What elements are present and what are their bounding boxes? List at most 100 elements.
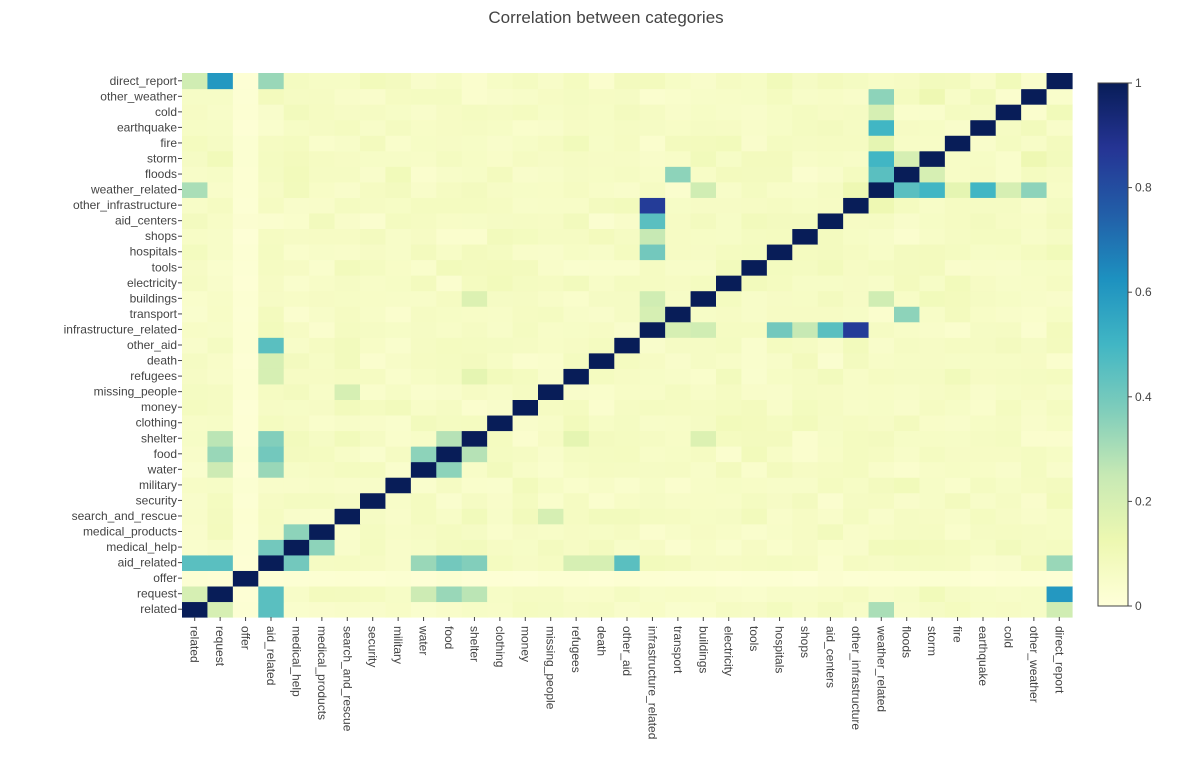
heatmap-cell-shelter-weather_related <box>868 430 895 447</box>
heatmap-cell-offer-hospitals <box>766 570 793 587</box>
heatmap-cell-fire-related <box>182 135 209 152</box>
heatmap-cell-missing_people-offer <box>232 383 259 400</box>
heatmap-cell-buildings-tools <box>741 290 768 307</box>
heatmap-cell-infrastructure_related-hospitals <box>766 321 793 338</box>
heatmap-cell-shops-other_aid <box>614 228 641 245</box>
heatmap-cell-shops-offer <box>232 228 259 245</box>
heatmap-cell-direct_report-food <box>436 73 463 90</box>
heatmap-cell-food-refugees <box>563 446 590 463</box>
heatmap-cell-death-fire <box>944 352 971 369</box>
heatmap-cell-direct_report-military <box>385 73 412 90</box>
heatmap-cell-other_infrastructure-security <box>360 197 387 214</box>
heatmap-cell-earthquake-cold <box>995 119 1022 136</box>
heatmap-cell-refugees-hospitals <box>766 368 793 385</box>
heatmap-cell-related-death <box>588 601 615 618</box>
heatmap-cell-other_infrastructure-fire <box>944 197 971 214</box>
heatmap-cell-money-food <box>436 399 463 416</box>
heatmap-cell-request-search_and_rescue <box>334 585 361 603</box>
heatmap-cell-cold-offer <box>232 104 259 121</box>
heatmap-cell-aid_related-military <box>385 554 412 571</box>
heatmap-cell-search_and_rescue-shops <box>792 508 819 525</box>
heatmap-cell-other_weather-cold <box>995 88 1022 105</box>
heatmap-cell-weather_related-storm <box>919 181 946 198</box>
heatmap-cell-hospitals-storm <box>919 243 946 261</box>
heatmap-cell-transport-fire <box>944 306 971 323</box>
heatmap-cell-storm-request <box>207 150 234 167</box>
heatmap-cell-money-other_infrastructure <box>843 399 870 416</box>
heatmap-cell-other_infrastructure-request <box>207 197 234 214</box>
heatmap-cell-search_and_rescue-cold <box>995 508 1022 525</box>
heatmap-cell-military-money <box>512 477 539 494</box>
heatmap-cell-cold-military <box>385 104 412 121</box>
heatmap-cell-food-security <box>360 446 387 463</box>
heatmap-cell-aid_centers-other_weather <box>1021 212 1048 230</box>
heatmap-cell-fire-storm <box>919 135 946 152</box>
heatmap-cell-buildings-cold <box>995 290 1022 307</box>
heatmap-cell-medical_help-transport <box>665 539 692 556</box>
x-tick-label-infrastructure_related: infrastructure_related <box>645 626 659 739</box>
heatmap-cell-fire-direct_report <box>1046 135 1073 152</box>
heatmap-cell-military-direct_report <box>1046 477 1073 494</box>
x-tick-label-request: request <box>213 626 227 667</box>
heatmap-cell-other_weather-water <box>410 88 437 105</box>
heatmap-cell-security-search_and_rescue <box>334 492 361 509</box>
heatmap-cell-fire-refugees <box>563 135 590 152</box>
heatmap-cell-other_infrastructure-transport <box>665 197 692 214</box>
heatmap-cell-floods-storm <box>919 166 946 183</box>
heatmap-cell-floods-weather_related <box>868 166 895 183</box>
x-tick-label-money: money <box>518 626 532 662</box>
heatmap-cell-storm-search_and_rescue <box>334 150 361 167</box>
heatmap-cell-medical_products-refugees <box>563 523 590 540</box>
heatmap-cell-death-electricity <box>716 352 743 369</box>
heatmap-cell-weather_related-military <box>385 181 412 198</box>
heatmap-cell-death-tools <box>741 352 768 369</box>
heatmap-cell-fire-aid_related <box>258 135 285 152</box>
heatmap-cell-cold-weather_related <box>868 104 895 121</box>
heatmap-cell-shops-earthquake <box>970 228 997 245</box>
heatmap-cell-shelter-infrastructure_related <box>639 430 666 447</box>
heatmap-cell-buildings-clothing <box>487 290 514 307</box>
y-tick-label-other_weather: other_weather <box>100 89 177 103</box>
heatmap-cell-aid_related-water <box>410 554 437 571</box>
heatmap-cell-direct_report-missing_people <box>538 73 565 90</box>
heatmap-cell-weather_related-cold <box>995 181 1022 198</box>
heatmap-cell-missing_people-search_and_rescue <box>334 383 361 400</box>
heatmap-cell-missing_people-medical_products <box>309 383 336 400</box>
heatmap-cell-earthquake-transport <box>665 119 692 136</box>
heatmap-cell-direct_report-cold <box>995 73 1022 90</box>
heatmap-cell-storm-security <box>360 150 387 167</box>
heatmap-cell-other_weather-aid_related <box>258 88 285 105</box>
heatmap-cell-other_aid-search_and_rescue <box>334 337 361 354</box>
x-tick-label-electricity: electricity <box>722 626 736 676</box>
colorbar-tick-label: 0.2 <box>1135 494 1152 508</box>
heatmap-cell-earthquake-aid_centers <box>817 119 844 136</box>
heatmap-cell-storm-medical_help <box>283 150 310 167</box>
heatmap-cell-transport-offer <box>232 306 259 323</box>
heatmap-cell-security-floods <box>894 492 921 509</box>
heatmap-cell-earthquake-refugees <box>563 119 590 136</box>
heatmap-cell-missing_people-transport <box>665 383 692 400</box>
heatmap-cell-tools-other_weather <box>1021 259 1048 276</box>
heatmap-cell-hospitals-offer <box>232 243 259 261</box>
heatmap-cell-infrastructure_related-infrastructure_related <box>639 321 666 338</box>
heatmap-cell-offer-offer <box>232 570 259 587</box>
heatmap-cell-food-death <box>588 446 615 463</box>
heatmap-cell-electricity-request <box>207 275 234 292</box>
heatmap-cell-food-other_infrastructure <box>843 446 870 463</box>
heatmap-cell-other_aid-direct_report <box>1046 337 1073 354</box>
y-tick-label-electricity: electricity <box>127 276 177 290</box>
heatmap-cell-refugees-cold <box>995 368 1022 385</box>
heatmap-cell-other_aid-earthquake <box>970 337 997 354</box>
heatmap-cell-storm-water <box>410 150 437 167</box>
heatmap-cell-water-missing_people <box>538 461 565 478</box>
heatmap-cell-water-request <box>207 461 234 478</box>
heatmap-cell-search_and_rescue-buildings <box>690 508 717 525</box>
x-tick-label-weather_related: weather_related <box>874 625 888 712</box>
heatmap-cell-related-fire <box>944 601 971 618</box>
heatmap-cell-fire-missing_people <box>538 135 565 152</box>
heatmap-cell-offer-missing_people <box>538 570 565 587</box>
heatmap-cell-search_and_rescue-other_aid <box>614 508 641 525</box>
heatmap-cell-death-medical_help <box>283 352 310 369</box>
heatmap-cell-military-earthquake <box>970 477 997 494</box>
heatmap-cell-refugees-other_aid <box>614 368 641 385</box>
